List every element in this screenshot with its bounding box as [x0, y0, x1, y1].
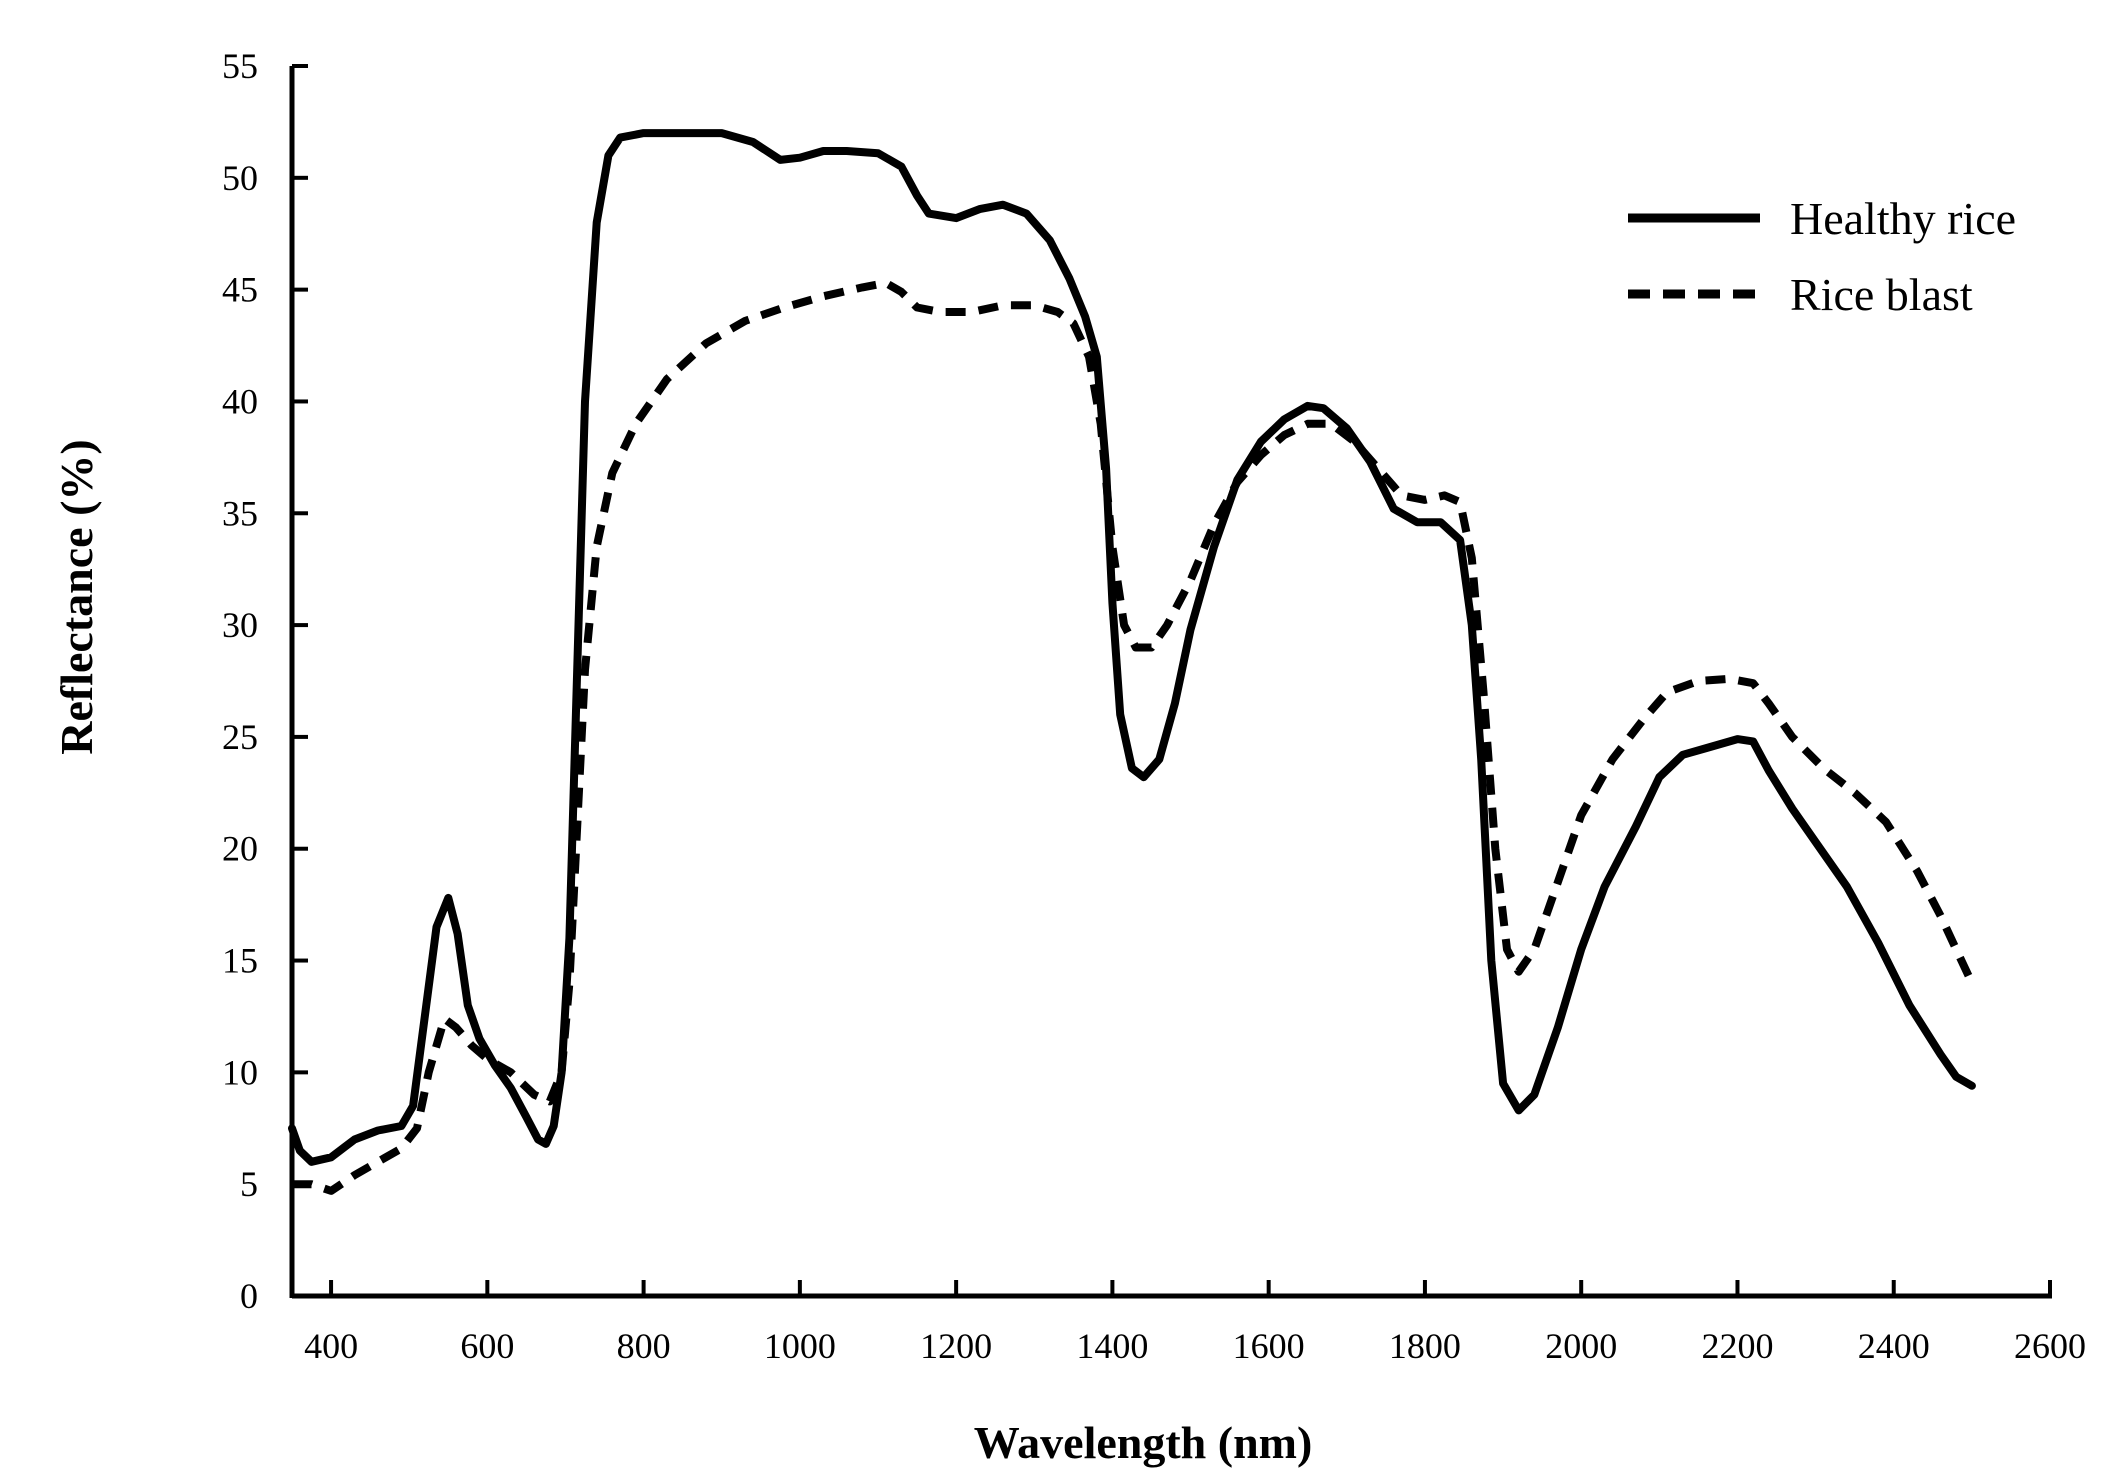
x-tick-label: 1600	[1233, 1326, 1305, 1366]
legend-label-rice-blast: Rice blast	[1790, 269, 1973, 320]
series-line-healthy-rice	[288, 129, 1976, 1166]
y-tick-label: 55	[222, 46, 258, 86]
x-tick-label: 2600	[2014, 1326, 2086, 1366]
series-lines	[288, 129, 1976, 1195]
legend-label-healthy-rice: Healthy rice	[1790, 193, 2016, 244]
x-tick-label: 600	[460, 1326, 514, 1366]
y-tick-label: 20	[222, 829, 258, 869]
x-axis-title: Wavelength (nm)	[974, 1417, 1313, 1468]
y-tick-label: 10	[222, 1052, 258, 1092]
y-axis-title: Reflectance (%)	[51, 439, 102, 754]
y-tick-label: 5	[240, 1164, 258, 1204]
y-tick-label: 45	[222, 270, 258, 310]
x-tick-label: 800	[617, 1326, 671, 1366]
y-tick-label: 35	[222, 493, 258, 533]
series-line-rice-blast	[292, 278, 1976, 1195]
y-tick-label: 25	[222, 717, 258, 757]
x-tick-label: 1200	[920, 1326, 992, 1366]
y-tick-label: 30	[222, 605, 258, 645]
x-tick-label: 1800	[1389, 1326, 1461, 1366]
x-ticks: 400 600 800 1000 1200 1400 1600 1800 2000 2200 240…	[304, 1280, 2086, 1366]
y-tick-label: 15	[222, 941, 258, 981]
y-ticks: 0 5 10 15 20 25 30 35 40 45 50 55	[222, 46, 308, 1316]
x-tick-label: 2200	[1701, 1326, 1773, 1366]
x-tick-label: 2400	[1858, 1326, 1930, 1366]
x-tick-label: 400	[304, 1326, 358, 1366]
y-tick-label: 0	[240, 1276, 258, 1316]
legend: Healthy rice Rice blast	[1628, 193, 2016, 320]
y-tick-label: 40	[222, 381, 258, 421]
x-tick-label: 2000	[1545, 1326, 1617, 1366]
y-tick-label: 50	[222, 158, 258, 198]
x-tick-label: 1000	[764, 1326, 836, 1366]
x-tick-label: 1400	[1076, 1326, 1148, 1366]
axes	[289, 66, 2052, 1299]
